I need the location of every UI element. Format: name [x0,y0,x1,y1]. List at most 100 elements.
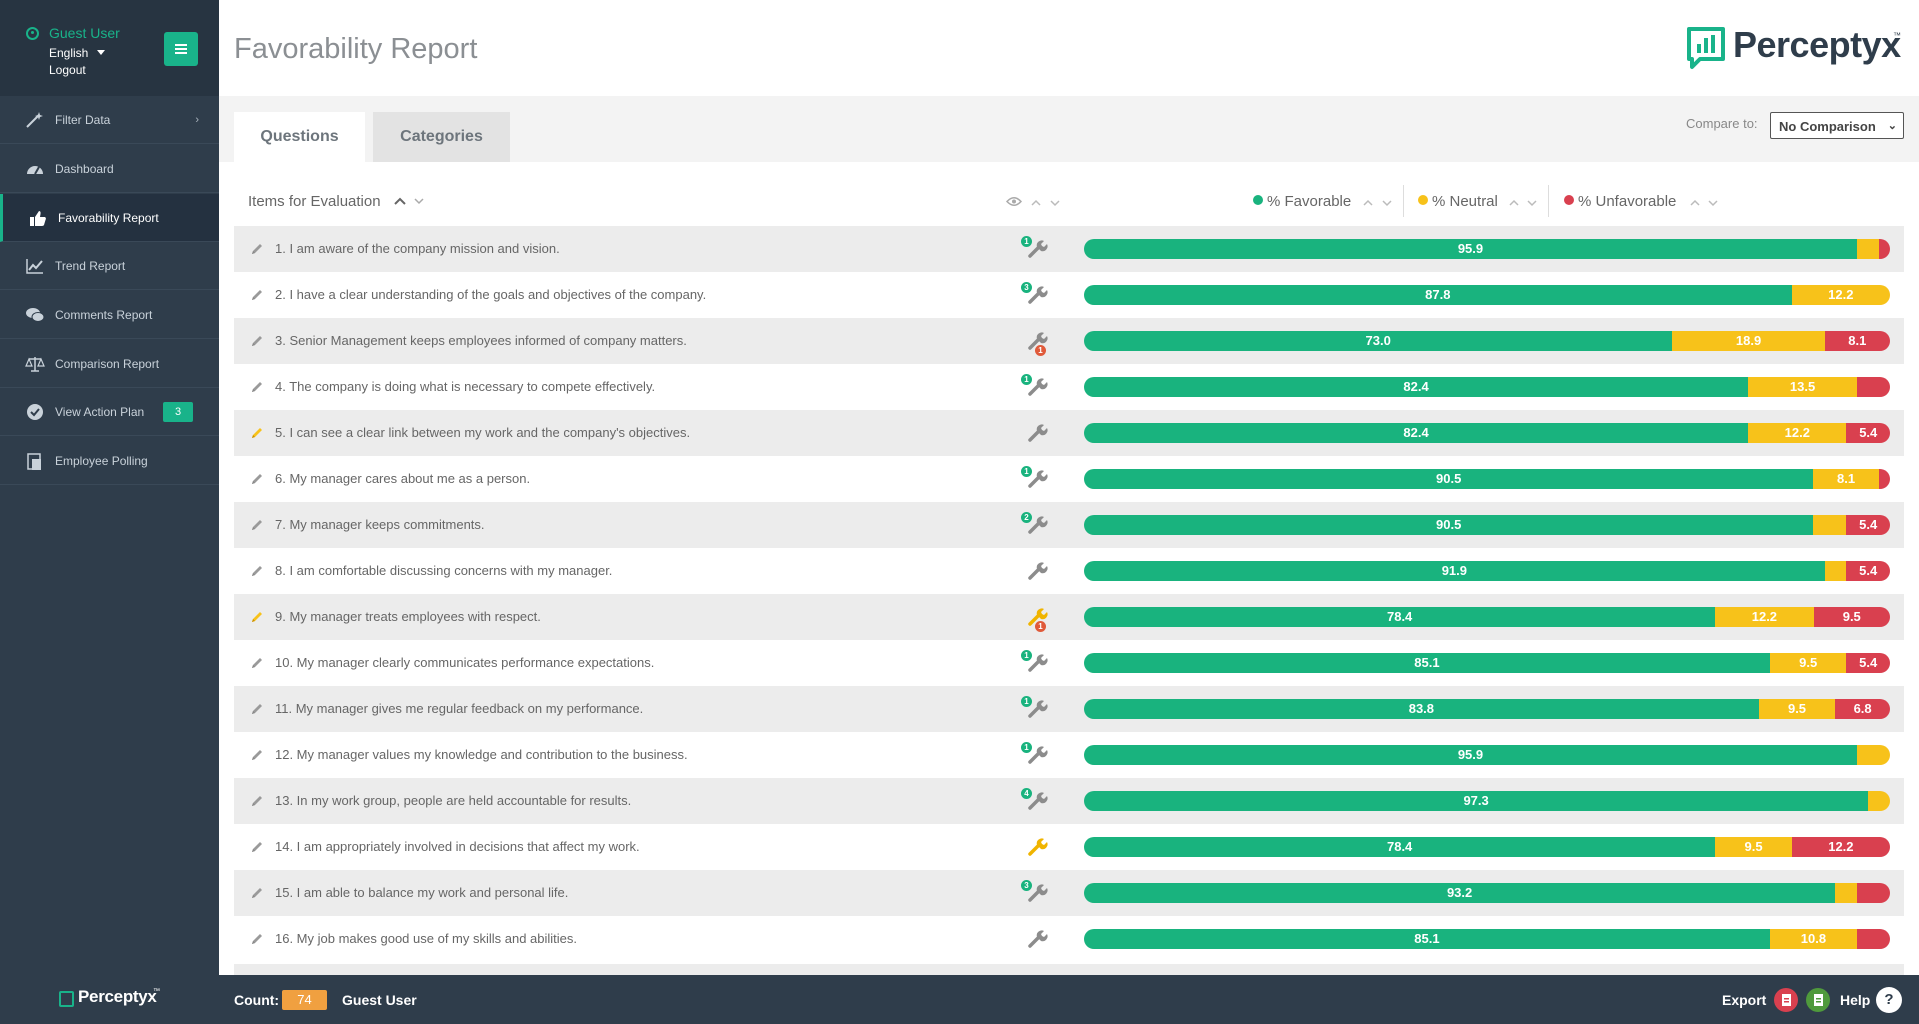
wrench-icon[interactable] [1027,423,1049,443]
favorable-segment: 85.1 [1084,653,1770,673]
sidebar-item-favorability-report[interactable]: Favorability Report [0,194,219,242]
pencil-icon[interactable] [250,288,264,302]
favorability-bar[interactable]: 95.9 [1084,239,1890,259]
wrench-icon[interactable] [1027,837,1049,857]
wrench-icon[interactable] [1027,745,1049,765]
language-select[interactable]: English [49,46,89,60]
favorability-bar[interactable]: 85.1 10.8 [1084,929,1890,949]
sort-down-icon[interactable] [1527,200,1537,207]
favorability-bar[interactable]: 90.5 5.4 [1084,515,1890,535]
tab-questions[interactable]: Questions [234,112,365,162]
favorability-bar[interactable]: 90.5 8.1 [1084,469,1890,489]
sidebar-item-comparison-report[interactable]: Comparison Report [0,340,219,388]
favorability-bar[interactable]: 93.2 [1084,883,1890,903]
question-text: 1. I am aware of the company mission and… [275,241,560,256]
sort-down-icon[interactable] [1382,200,1392,207]
pencil-icon[interactable] [250,426,264,440]
pencil-icon[interactable] [250,886,264,900]
pencil-icon[interactable] [250,380,264,394]
tab-categories[interactable]: Categories [373,112,510,162]
logout-link[interactable]: Logout [49,63,86,77]
favorable-segment: 90.5 [1084,469,1814,489]
pencil-icon[interactable] [250,518,264,532]
favorability-bar[interactable]: 87.8 12.2 [1084,285,1890,305]
sidebar-item-dashboard[interactable]: Dashboard [0,145,219,193]
sort-up-icon[interactable] [1690,199,1700,206]
export-pdf-button[interactable] [1774,988,1798,1012]
sort-up-icon[interactable] [1031,199,1041,206]
eye-icon[interactable] [1006,196,1022,207]
wrench-icon[interactable] [1027,331,1049,351]
pencil-icon[interactable] [250,702,264,716]
wand-icon [26,112,43,128]
sort-down-icon[interactable] [414,198,424,205]
items-header[interactable]: Items for Evaluation [248,193,381,210]
wrench-icon[interactable] [1027,929,1049,949]
wrench-icon[interactable] [1027,239,1049,259]
menu-toggle-button[interactable] [164,32,198,66]
sidebar-item-filter-data[interactable]: Filter Data › [0,96,219,144]
pdf-file-icon [1782,994,1791,1006]
pencil-icon[interactable] [250,334,264,348]
table-row: 16. My job makes good use of my skills a… [234,916,1904,962]
sidebar-item-trend-report[interactable]: Trend Report [0,242,219,290]
favorable-segment: 97.3 [1084,791,1869,811]
sort-up-icon[interactable] [1509,199,1519,206]
wrench-icon[interactable] [1027,791,1049,811]
sidebar: Guest User English Logout Filter Data › Da… [0,0,219,1024]
pencil-icon[interactable] [250,748,264,762]
unfavorable-header[interactable]: % Unfavorable [1578,193,1677,210]
pencil-icon[interactable] [250,840,264,854]
sort-down-icon[interactable] [1708,200,1718,207]
user-name[interactable]: Guest User [49,25,120,41]
caret-down-icon[interactable] [97,50,105,55]
favorability-bar[interactable]: 91.9 5.4 [1084,561,1890,581]
unfavorable-segment: 12.2 [1791,837,1890,857]
pencil-icon[interactable] [250,794,264,808]
pencil-icon[interactable] [250,656,264,670]
wrench-icon[interactable] [1027,469,1049,489]
favorability-bar[interactable]: 82.4 12.2 5.4 [1084,423,1890,443]
sort-up-icon[interactable] [1363,199,1373,206]
sidebar-item-employee-polling[interactable]: Employee Polling [0,437,219,485]
favorability-bar[interactable]: 73.0 18.9 8.1 [1084,331,1890,351]
help-label[interactable]: Help [1840,992,1871,1008]
favorability-bar[interactable]: 78.4 9.5 12.2 [1084,837,1890,857]
favorable-segment: 95.9 [1084,745,1857,765]
favorable-segment: 73.0 [1084,331,1673,351]
footer-bar: Count: 74 Guest User Export Help ? [219,975,1919,1024]
wrench-icon[interactable] [1027,607,1049,627]
action-count-badge: 1 [1021,236,1032,247]
compare-select[interactable]: No Comparison ⌄ [1770,112,1904,139]
sidebar-item-view-action-plan[interactable]: View Action Plan 3 [0,388,219,436]
favorability-bar[interactable]: 78.4 12.2 9.5 [1084,607,1890,627]
wrench-icon[interactable] [1027,515,1049,535]
pencil-icon[interactable] [250,564,264,578]
neutral-header[interactable]: % Neutral [1432,193,1498,210]
favorability-bar[interactable]: 95.9 [1084,745,1890,765]
wrench-icon[interactable] [1027,699,1049,719]
question-text: 13. In my work group, people are held ac… [275,793,632,808]
wrench-icon[interactable] [1027,285,1049,305]
wrench-icon[interactable] [1027,561,1049,581]
help-icon[interactable]: ? [1876,987,1902,1013]
comments-icon [26,308,45,322]
pencil-icon[interactable] [250,610,264,624]
sort-up-icon[interactable] [394,197,406,205]
wrench-icon[interactable] [1027,883,1049,903]
neutral-segment [1824,561,1847,581]
wrench-icon[interactable] [1027,377,1049,397]
action-count-badge: 2 [1021,512,1032,523]
pencil-icon[interactable] [250,932,264,946]
favorability-bar[interactable]: 82.4 13.5 [1084,377,1890,397]
pencil-icon[interactable] [250,242,264,256]
sidebar-item-comments-report[interactable]: Comments Report [0,291,219,339]
pencil-icon[interactable] [250,472,264,486]
sort-down-icon[interactable] [1050,200,1060,207]
favorability-bar[interactable]: 97.3 [1084,791,1890,811]
wrench-icon[interactable] [1027,653,1049,673]
export-excel-button[interactable] [1806,988,1830,1012]
favorable-header[interactable]: % Favorable [1267,193,1352,210]
favorability-bar[interactable]: 83.8 9.5 6.8 [1084,699,1890,719]
favorability-bar[interactable]: 85.1 9.5 5.4 [1084,653,1890,673]
